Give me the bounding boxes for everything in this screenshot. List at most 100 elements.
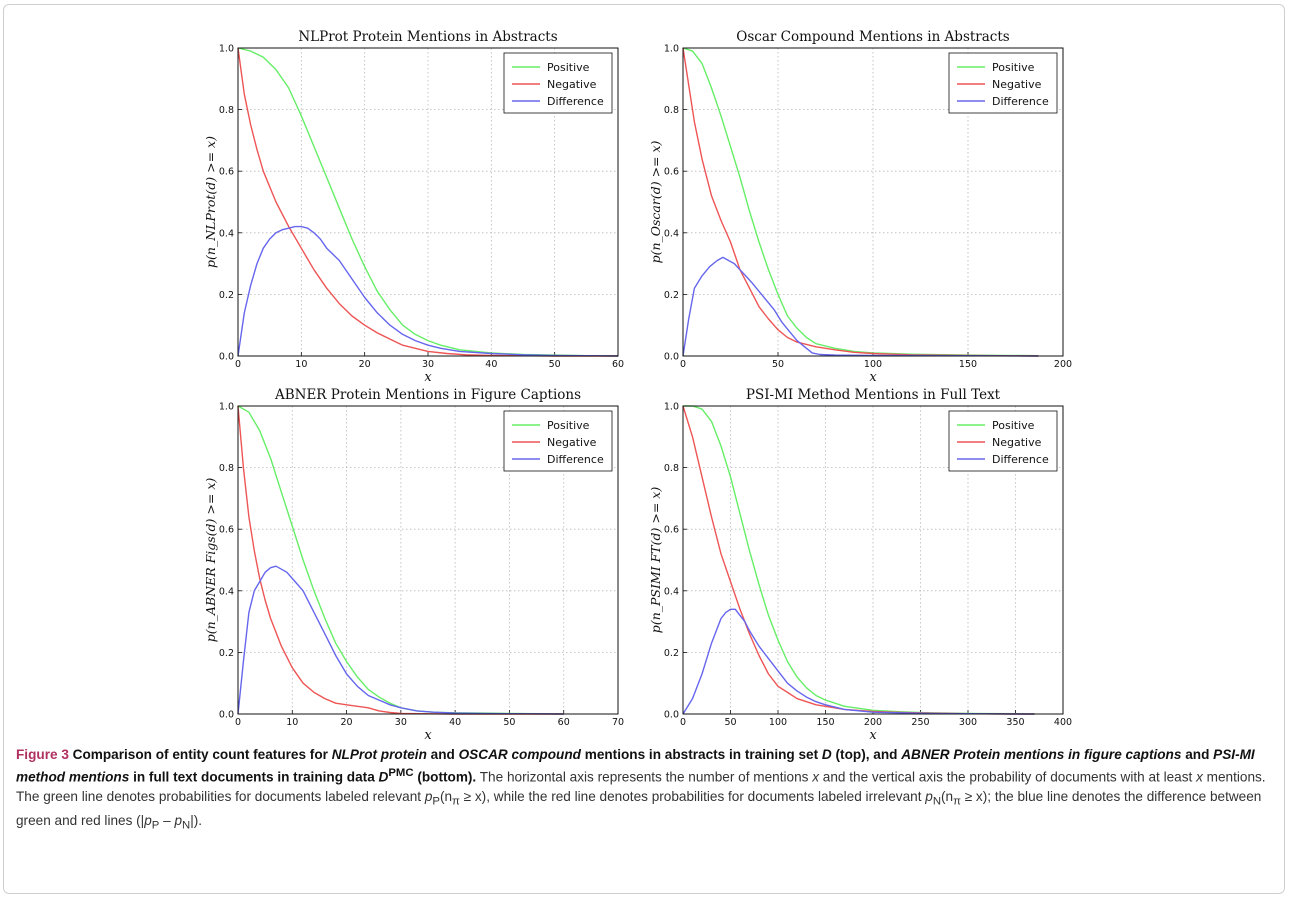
- series-line-difference: [682, 256, 1039, 357]
- caption-bold-5: mentions in abstracts in training set: [580, 747, 822, 762]
- y-tick-label: 0.0: [219, 710, 234, 721]
- plot-frame: [237, 47, 619, 357]
- caption-body-21: |).: [190, 813, 203, 829]
- chart-title: PSI-MI Method Mentions in Full Text: [746, 387, 1001, 403]
- caption-body-3: and the vertical axis the probability of…: [819, 769, 1197, 785]
- caption-bold-1: Comparison of entity count features for: [68, 747, 332, 762]
- figure-frame: [3, 4, 1285, 894]
- legend-entry: Positive: [992, 419, 1035, 432]
- caption-bold-8: ABNER Protein mentions in figure caption…: [901, 747, 1182, 762]
- legend-entry: Positive: [992, 61, 1035, 74]
- legend-entry: Negative: [547, 436, 597, 449]
- caption-body-17: P: [151, 819, 160, 832]
- caption-bold-7: (top), and: [831, 747, 902, 762]
- y-axis-label: p(n_PSIMI FT(d) >= x): [648, 487, 663, 634]
- y-tick-label: 1.0: [219, 402, 234, 413]
- plot-frame: [237, 405, 619, 715]
- series-line-difference: [237, 225, 619, 357]
- x-tick-label: 300: [959, 717, 977, 728]
- legend-entry: Negative: [992, 78, 1042, 91]
- series-line-difference: [682, 608, 1035, 715]
- legend-box: [948, 410, 1058, 472]
- series-line-negative: [237, 405, 564, 715]
- caption-bold-11: in full text documents in training data: [129, 769, 379, 785]
- caption-bold-13: PMC: [388, 767, 414, 779]
- caption-body-9: π: [452, 795, 460, 808]
- y-tick-label: 0.6: [664, 525, 679, 536]
- caption-body-13: (n: [941, 788, 954, 804]
- x-tick-label: 0: [680, 717, 686, 728]
- legend: Positive Negative Difference: [948, 410, 1058, 472]
- x-tick-label: 400: [1054, 717, 1072, 728]
- x-tick-label: 30: [422, 359, 434, 370]
- y-tick-label: 0.8: [664, 463, 679, 474]
- y-tick-label: 0.6: [664, 167, 679, 178]
- caption-bold-9: and: [1181, 747, 1214, 762]
- chart-title: NLProt Protein Mentions in Abstracts: [298, 29, 557, 45]
- caption-bold-12: D: [378, 769, 389, 785]
- x-tick-label: 50: [549, 359, 561, 370]
- caption-bold-3: and: [426, 747, 459, 762]
- figure-label: Figure 3: [16, 747, 69, 762]
- y-tick-label: 0.0: [219, 352, 234, 363]
- y-tick-label: 0.4: [664, 228, 679, 239]
- y-tick-label: 1.0: [219, 44, 234, 55]
- x-tick-label: 20: [341, 717, 353, 728]
- y-axis-label: p(n_Oscar(d) >= x): [648, 140, 663, 263]
- caption-body-18: –: [159, 813, 175, 829]
- y-tick-label: 0.0: [664, 352, 679, 363]
- x-tick-label: 60: [612, 359, 624, 370]
- x-tick-label: 0: [235, 717, 241, 728]
- x-tick-label: 200: [1054, 359, 1072, 370]
- caption-bold-4: OSCAR compound: [458, 747, 581, 762]
- caption-bold-14: (bottom).: [413, 769, 477, 785]
- caption-body-16: p: [144, 813, 152, 829]
- caption-body-6: p: [424, 788, 433, 804]
- x-axis-label: x: [869, 728, 877, 743]
- x-tick-label: 40: [485, 359, 497, 370]
- x-axis-label: x: [424, 728, 432, 743]
- x-tick-label: 50: [724, 717, 736, 728]
- legend-entry: Difference: [992, 95, 1049, 108]
- x-tick-label: 40: [449, 717, 461, 728]
- caption-body-1: The horizontal axis represents the numbe…: [476, 769, 813, 785]
- y-axis-label: p(n_ABNER Figs(d) >= x): [203, 478, 218, 643]
- chart-title: Oscar Compound Mentions in Abstracts: [736, 29, 1010, 45]
- x-tick-label: 60: [558, 717, 570, 728]
- legend: Positive Negative Difference: [948, 52, 1058, 114]
- legend-entry: Negative: [547, 78, 597, 91]
- x-axis-label: x: [424, 370, 432, 385]
- x-tick-label: 350: [1006, 717, 1024, 728]
- y-tick-label: 0.6: [219, 167, 234, 178]
- caption-body-10: ≥ x), while the red line denotes probabi…: [459, 788, 926, 804]
- caption-body-7: P: [432, 795, 440, 808]
- chart-title: ABNER Protein Mentions in Figure Caption…: [274, 387, 581, 403]
- y-axis-label: p(n_NLProt(d) >= x): [203, 136, 218, 268]
- x-tick-label: 250: [911, 717, 929, 728]
- x-tick-label: 10: [295, 359, 307, 370]
- y-tick-label: 1.0: [664, 402, 679, 413]
- x-tick-label: 30: [395, 717, 407, 728]
- y-tick-label: 0.8: [219, 105, 234, 116]
- legend-entry: Positive: [547, 419, 590, 432]
- y-tick-label: 0.8: [664, 105, 679, 116]
- legend-entry: Positive: [547, 61, 590, 74]
- y-tick-label: 0.2: [664, 290, 679, 301]
- y-tick-label: 0.4: [219, 228, 234, 239]
- caption-body-4: x: [1196, 769, 1203, 785]
- y-tick-label: 0.2: [219, 648, 234, 659]
- chart-panel-nlprot: NLProt Protein Mentions in Abstracts 0 10 2…: [195, 22, 640, 385]
- y-tick-label: 0.4: [664, 586, 679, 597]
- caption-body-2: x: [812, 769, 820, 785]
- series-line-difference: [237, 565, 564, 715]
- legend-box: [503, 52, 613, 114]
- y-tick-label: 0.4: [219, 586, 234, 597]
- x-tick-label: 0: [680, 359, 686, 370]
- plot-frame: [682, 405, 1064, 715]
- x-tick-label: 50: [503, 717, 515, 728]
- caption-body-20: N: [182, 819, 191, 832]
- y-tick-label: 0.2: [219, 290, 234, 301]
- figure-caption: Figure 3 Comparison of entity count feat…: [16, 745, 1278, 836]
- y-tick-label: 0.0: [664, 710, 679, 721]
- legend-entry: Difference: [547, 453, 604, 466]
